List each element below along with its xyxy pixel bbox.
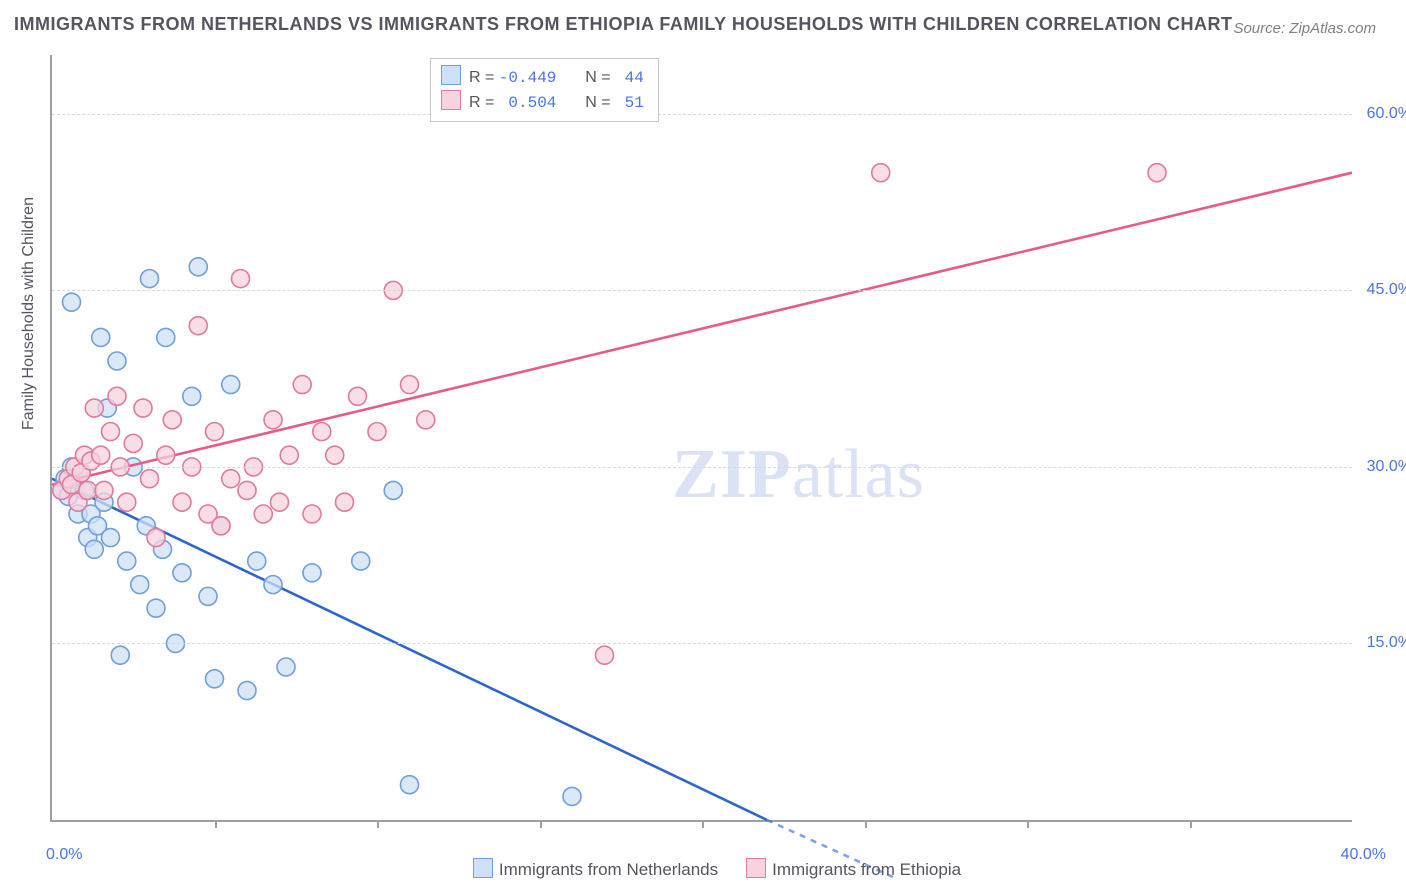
gridline-h [52,290,1352,291]
legend-swatch [746,858,766,878]
gridline-h [52,114,1352,115]
legend-swatch [441,65,461,85]
legend-label: Immigrants from Netherlands [499,860,718,879]
source-attribution: Source: ZipAtlas.com [1233,20,1376,37]
legend-swatch [473,858,493,878]
y-tick-label: 45.0% [1367,281,1406,299]
x-tick [865,820,867,828]
x-tick [1190,820,1192,828]
x-axis-label-right: 40.0% [1341,846,1386,864]
x-tick [377,820,379,828]
x-tick [540,820,542,828]
legend-bottom: Immigrants from Netherlands Immigrants fr… [0,858,1406,880]
page-title: IMMIGRANTS FROM NETHERLANDS VS IMMIGRANT… [14,14,1232,35]
x-tick [702,820,704,828]
legend-swatch [441,90,461,110]
stats-row: R = 0.504 N = 51 [441,90,644,115]
x-tick [215,820,217,828]
stats-row: R = -0.449 N = 44 [441,65,644,90]
chart-plot-area: ZIPatlas 15.0%30.0%45.0%60.0% [50,55,1352,822]
y-tick-label: 60.0% [1367,105,1406,123]
gridline-h [52,467,1352,468]
x-tick [1027,820,1029,828]
x-axis-label-left: 0.0% [46,846,82,864]
gridline-h [52,643,1352,644]
stats-legend-box: R = -0.449 N = 44R = 0.504 N = 51 [430,58,659,122]
y-tick-label: 15.0% [1367,634,1406,652]
y-tick-label: 30.0% [1367,458,1406,476]
y-axis-title: Family Households with Children [20,197,38,430]
legend-label: Immigrants from Ethiopia [772,860,961,879]
chart-svg [52,55,1352,820]
